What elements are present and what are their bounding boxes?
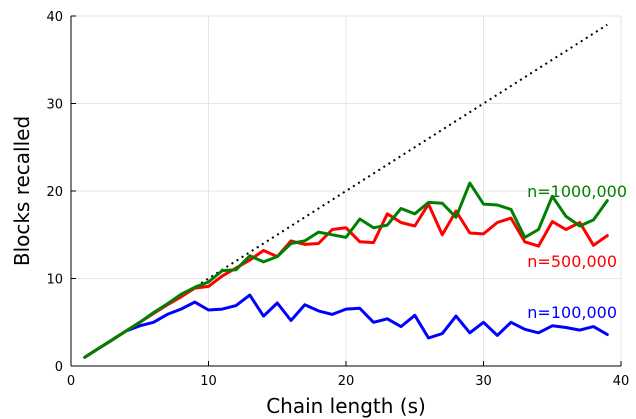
series-label-0: n=100,000 bbox=[527, 303, 617, 322]
y-tick-label: 10 bbox=[46, 273, 63, 288]
series-line-2 bbox=[83, 181, 609, 359]
x-axis-title: Chain length (s) bbox=[266, 394, 426, 418]
y-tick-label: 20 bbox=[46, 185, 63, 200]
y-tick-label: 40 bbox=[46, 10, 63, 25]
y-tick-label: 30 bbox=[46, 98, 63, 113]
x-tick-label: 0 bbox=[67, 374, 75, 389]
y-tick-label: 0 bbox=[55, 360, 63, 375]
ticks: 0 10 20 30 40 0 10 20 30 40 bbox=[46, 10, 629, 389]
series-label-2: n=1000,000 bbox=[527, 182, 627, 201]
series-line-0 bbox=[83, 293, 609, 359]
x-tick-label: 20 bbox=[338, 374, 355, 389]
series-label-1: n=500,000 bbox=[527, 252, 617, 271]
series-group bbox=[83, 181, 609, 359]
series-labels: n=100,000 n=500,000 n=1000,000 bbox=[527, 182, 627, 322]
x-tick-label: 10 bbox=[200, 374, 217, 389]
x-tick-label: 30 bbox=[475, 374, 492, 389]
y-axis-title: Blocks recalled bbox=[10, 116, 34, 266]
x-tick-label: 40 bbox=[613, 374, 630, 389]
